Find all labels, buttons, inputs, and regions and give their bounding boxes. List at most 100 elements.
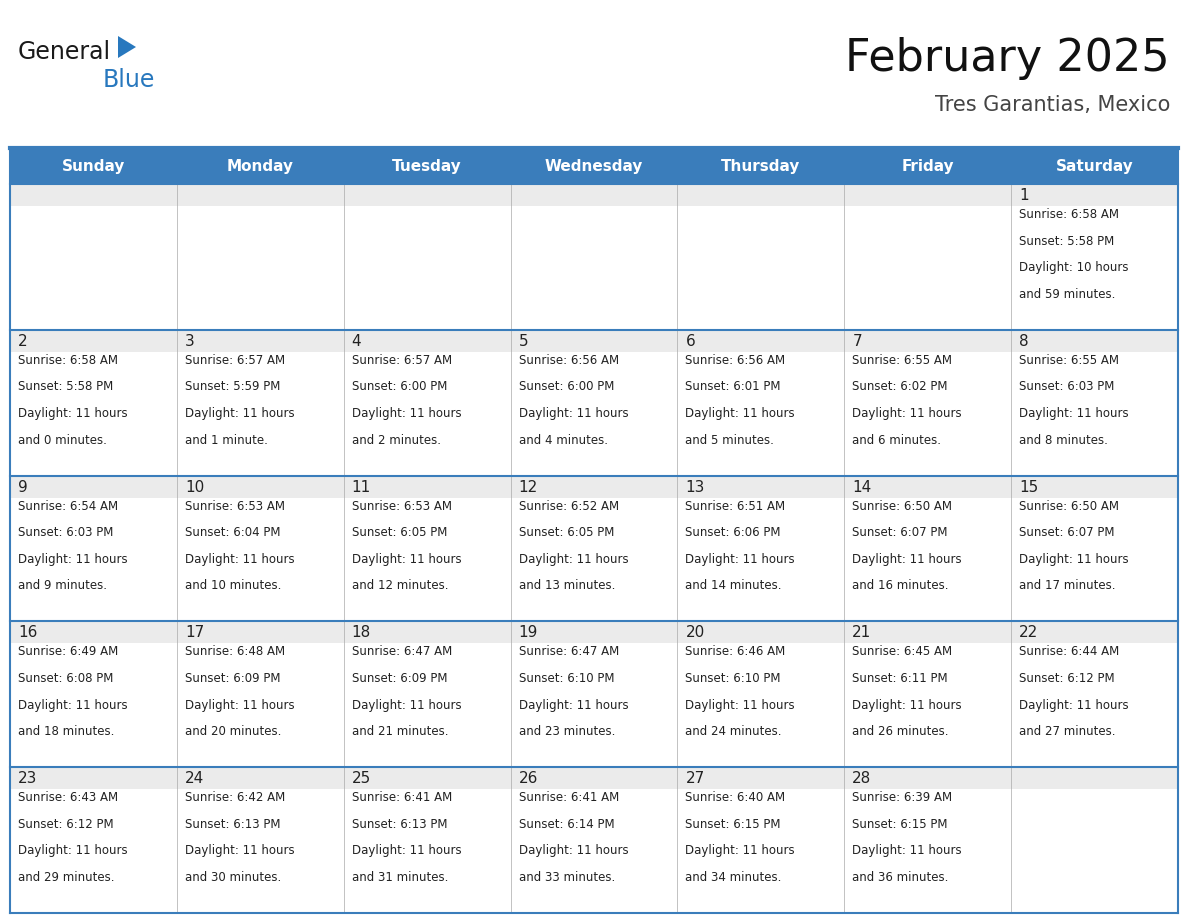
Text: 2: 2	[18, 334, 27, 349]
Text: Sunrise: 6:54 AM: Sunrise: 6:54 AM	[18, 499, 118, 512]
Text: Sunset: 6:15 PM: Sunset: 6:15 PM	[852, 818, 948, 831]
Bar	[177, 498, 343, 621]
Text: Sunset: 6:13 PM: Sunset: 6:13 PM	[185, 818, 280, 831]
Bar	[845, 148, 1011, 184]
Text: and 27 minutes.: and 27 minutes.	[1019, 725, 1116, 738]
Text: 6: 6	[685, 334, 695, 349]
Bar	[343, 644, 511, 767]
Text: and 18 minutes.: and 18 minutes.	[18, 725, 114, 738]
Text: Sunset: 6:07 PM: Sunset: 6:07 PM	[1019, 526, 1114, 539]
Bar	[1011, 644, 1178, 767]
Text: Sunrise: 6:56 AM: Sunrise: 6:56 AM	[685, 353, 785, 367]
Bar	[677, 498, 845, 621]
Bar	[677, 206, 845, 330]
Text: Blue: Blue	[103, 68, 156, 92]
Text: Daylight: 11 hours: Daylight: 11 hours	[352, 553, 461, 565]
Bar	[10, 644, 177, 767]
Text: Monday: Monday	[227, 159, 293, 174]
Text: Daylight: 11 hours: Daylight: 11 hours	[1019, 407, 1129, 420]
Text: 3: 3	[185, 334, 195, 349]
Text: Sunrise: 6:51 AM: Sunrise: 6:51 AM	[685, 499, 785, 512]
Text: Sunset: 5:58 PM: Sunset: 5:58 PM	[1019, 235, 1114, 248]
Text: Sunset: 6:08 PM: Sunset: 6:08 PM	[18, 672, 113, 685]
Text: Sunrise: 6:44 AM: Sunrise: 6:44 AM	[1019, 645, 1119, 658]
Text: Daylight: 11 hours: Daylight: 11 hours	[685, 553, 795, 565]
Text: and 12 minutes.: and 12 minutes.	[352, 579, 448, 592]
Bar	[511, 184, 677, 330]
Text: and 6 minutes.: and 6 minutes.	[852, 433, 941, 447]
Text: and 2 minutes.: and 2 minutes.	[352, 433, 441, 447]
Text: Sunrise: 6:58 AM: Sunrise: 6:58 AM	[1019, 208, 1119, 221]
Text: Sunrise: 6:49 AM: Sunrise: 6:49 AM	[18, 645, 119, 658]
Bar	[511, 644, 677, 767]
Bar	[845, 184, 1011, 330]
Text: 14: 14	[852, 479, 872, 495]
Bar	[177, 767, 343, 913]
Text: Sunday: Sunday	[62, 159, 125, 174]
Bar	[1011, 476, 1178, 621]
Text: 19: 19	[519, 625, 538, 641]
Bar	[845, 644, 1011, 767]
Text: Daylight: 11 hours: Daylight: 11 hours	[352, 699, 461, 711]
Bar	[343, 767, 511, 913]
Text: and 23 minutes.: and 23 minutes.	[519, 725, 615, 738]
Bar	[845, 498, 1011, 621]
Text: Daylight: 11 hours: Daylight: 11 hours	[519, 407, 628, 420]
Text: and 30 minutes.: and 30 minutes.	[185, 871, 282, 884]
Text: Sunrise: 6:41 AM: Sunrise: 6:41 AM	[352, 791, 451, 804]
Bar	[177, 476, 343, 621]
Text: Daylight: 11 hours: Daylight: 11 hours	[852, 553, 962, 565]
Text: Sunset: 6:15 PM: Sunset: 6:15 PM	[685, 818, 781, 831]
Text: Daylight: 10 hours: Daylight: 10 hours	[1019, 262, 1129, 274]
Text: Sunrise: 6:47 AM: Sunrise: 6:47 AM	[352, 645, 451, 658]
Bar	[10, 330, 177, 476]
Bar	[511, 789, 677, 913]
Text: Daylight: 11 hours: Daylight: 11 hours	[1019, 553, 1129, 565]
Bar	[343, 498, 511, 621]
Text: Sunset: 6:12 PM: Sunset: 6:12 PM	[1019, 672, 1114, 685]
Text: 28: 28	[852, 771, 872, 786]
Text: Daylight: 11 hours: Daylight: 11 hours	[185, 553, 295, 565]
Bar	[1011, 330, 1178, 476]
Bar	[10, 184, 177, 330]
Bar	[677, 352, 845, 476]
Text: and 8 minutes.: and 8 minutes.	[1019, 433, 1108, 447]
Bar	[177, 789, 343, 913]
Text: and 1 minute.: and 1 minute.	[185, 433, 267, 447]
Text: Daylight: 11 hours: Daylight: 11 hours	[519, 553, 628, 565]
Bar	[677, 621, 845, 767]
Bar	[10, 206, 177, 330]
Bar	[511, 767, 677, 913]
Bar	[343, 789, 511, 913]
Text: Daylight: 11 hours: Daylight: 11 hours	[185, 407, 295, 420]
Bar	[677, 644, 845, 767]
Text: Sunrise: 6:41 AM: Sunrise: 6:41 AM	[519, 791, 619, 804]
Text: Sunrise: 6:43 AM: Sunrise: 6:43 AM	[18, 791, 118, 804]
Text: Daylight: 11 hours: Daylight: 11 hours	[185, 699, 295, 711]
Text: 17: 17	[185, 625, 204, 641]
Text: Daylight: 11 hours: Daylight: 11 hours	[185, 845, 295, 857]
Bar	[845, 476, 1011, 621]
Text: 15: 15	[1019, 479, 1038, 495]
Text: Daylight: 11 hours: Daylight: 11 hours	[352, 845, 461, 857]
Text: and 29 minutes.: and 29 minutes.	[18, 871, 114, 884]
Text: Sunset: 6:05 PM: Sunset: 6:05 PM	[519, 526, 614, 539]
Bar	[343, 621, 511, 767]
Text: and 33 minutes.: and 33 minutes.	[519, 871, 615, 884]
Text: Sunset: 6:06 PM: Sunset: 6:06 PM	[685, 526, 781, 539]
Bar	[177, 352, 343, 476]
Text: Sunset: 5:59 PM: Sunset: 5:59 PM	[185, 380, 280, 394]
Text: and 31 minutes.: and 31 minutes.	[352, 871, 448, 884]
Text: and 0 minutes.: and 0 minutes.	[18, 433, 107, 447]
Bar	[177, 644, 343, 767]
Text: Sunset: 6:12 PM: Sunset: 6:12 PM	[18, 818, 114, 831]
Text: Sunset: 6:02 PM: Sunset: 6:02 PM	[852, 380, 948, 394]
Text: and 59 minutes.: and 59 minutes.	[1019, 288, 1116, 301]
Bar	[1011, 184, 1178, 330]
Bar	[343, 476, 511, 621]
Bar	[845, 789, 1011, 913]
Text: and 36 minutes.: and 36 minutes.	[852, 871, 949, 884]
Text: and 21 minutes.: and 21 minutes.	[352, 725, 448, 738]
Bar	[10, 352, 177, 476]
Bar	[343, 184, 511, 330]
